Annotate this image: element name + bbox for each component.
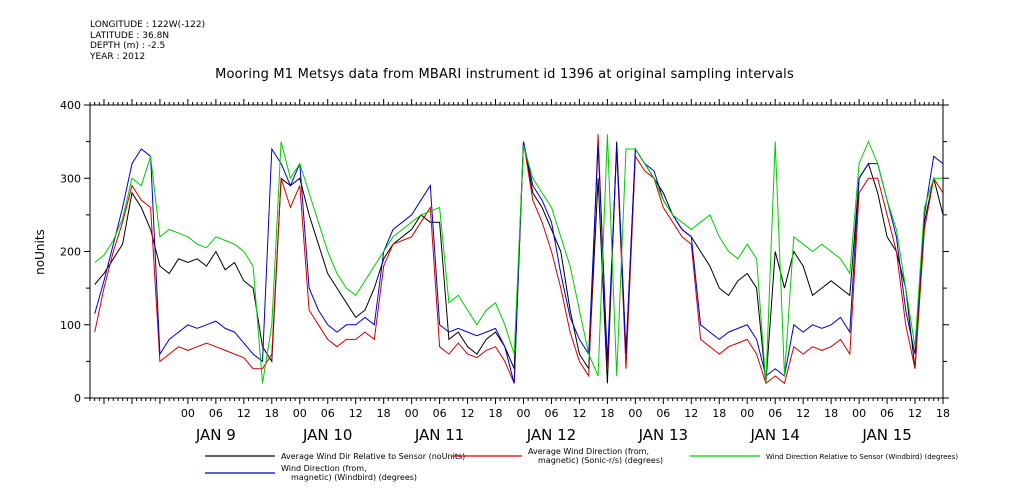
- x-tick-label: 00: [516, 407, 530, 420]
- x-tick-label: 18: [600, 407, 614, 420]
- day-label: JAN 9: [195, 426, 236, 444]
- day-label: JAN 14: [749, 426, 800, 444]
- x-tick-label: 06: [768, 407, 782, 420]
- x-tick-label: 06: [656, 407, 670, 420]
- day-label: JAN 15: [861, 426, 912, 444]
- x-tick-label: 00: [852, 407, 866, 420]
- y-axis-label: noUnits: [33, 229, 47, 275]
- day-label: JAN 12: [526, 426, 577, 444]
- x-tick-label: 18: [265, 407, 279, 420]
- x-tick-label: 00: [293, 407, 307, 420]
- metadata-latitude: LATITUDE : 36.8N: [90, 30, 170, 41]
- x-tick-label: 18: [936, 407, 950, 420]
- x-tick-label: 12: [461, 407, 475, 420]
- legend-label: Average Wind Direction (from, magnetic) (…: [528, 447, 663, 465]
- x-tick-label: 00: [405, 407, 419, 420]
- y-tick-label: 100: [60, 319, 81, 332]
- metadata-depth: DEPTH (m) : -2.5: [90, 41, 166, 51]
- x-tick-label: 06: [209, 407, 223, 420]
- x-tick-label: 18: [489, 407, 503, 420]
- x-tick-label: 00: [740, 407, 754, 420]
- x-tick-label: 12: [684, 407, 698, 420]
- x-tick-label: 06: [321, 407, 335, 420]
- metadata-longitude: LONGITUDE : 122W(-122): [90, 20, 206, 30]
- legend-label: Wind Direction Relative to Sensor (Windb…: [766, 453, 958, 461]
- plot-frame: [89, 104, 944, 399]
- x-tick-label: 18: [824, 407, 838, 420]
- day-label: JAN 13: [638, 426, 689, 444]
- x-tick-label: 12: [349, 407, 363, 420]
- x-tick-label: 18: [712, 407, 726, 420]
- metadata-block: LONGITUDE : 122W(-122) LATITUDE : 36.8N …: [90, 20, 205, 62]
- y-tick-label: 0: [74, 392, 81, 405]
- x-tick-label: 00: [628, 407, 642, 420]
- x-tick-label: 18: [377, 407, 391, 420]
- x-tick-label: 12: [796, 407, 810, 420]
- chart-title: Mooring M1 Metsys data from MBARI instru…: [215, 67, 794, 82]
- legend-label: Average Wind Dir Relative to Sensor (noU…: [281, 452, 465, 461]
- y-tick-label: 400: [60, 99, 81, 112]
- y-tick-label: 200: [60, 246, 81, 259]
- day-label: JAN 10: [302, 426, 353, 444]
- legend-label: Wind Direction (from, magnetic) (Windbird…: [281, 464, 417, 482]
- x-tick-label: 12: [572, 407, 586, 420]
- metadata-year: YEAR : 2012: [90, 51, 146, 62]
- x-tick-label: 06: [544, 407, 558, 420]
- series-line-4: [94, 134, 943, 384]
- series-line-3: [94, 141, 944, 384]
- y-tick-label: 300: [60, 172, 81, 185]
- day-label: JAN 11: [414, 426, 465, 444]
- x-tick-label: 12: [237, 407, 251, 420]
- x-tick-label: 06: [880, 407, 894, 420]
- x-tick-label: 06: [433, 407, 447, 420]
- x-tick-label: 12: [908, 407, 922, 420]
- x-tick-label: 00: [181, 407, 195, 420]
